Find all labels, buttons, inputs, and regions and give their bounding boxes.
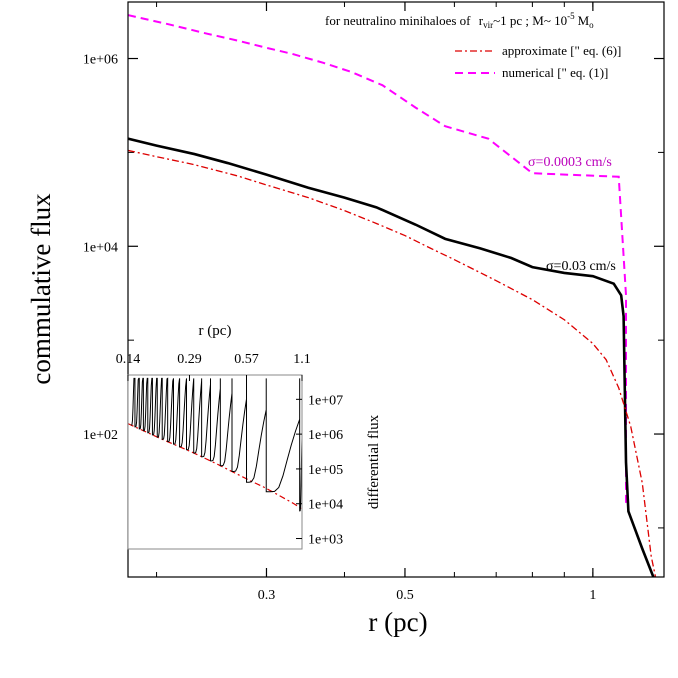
- inset-y-tick-label-4: 1e+07: [308, 393, 343, 408]
- main-axis-ticks: 0.3 0.5 1 1e+02 1e+04 1e+06: [83, 2, 664, 603]
- x-tick-label-2: 1: [589, 588, 596, 603]
- main-axes-frame: [127, 1, 665, 578]
- title-r: r: [479, 13, 484, 28]
- legend-label-numerical: numerical [" eq. (1)]: [502, 65, 608, 80]
- inset-y-tick-label-2: 1e+05: [308, 463, 343, 478]
- inset-x-tick-label-0: 0.14: [116, 352, 141, 367]
- title-mid: ~1 pc ; M~ 10: [493, 13, 567, 28]
- annotation-sigma-0.0003: σ=0.0003 cm/s: [528, 155, 612, 170]
- inset-x-tick-label-1: 0.29: [177, 352, 202, 367]
- x-tick-label-1: 0.5: [396, 588, 414, 603]
- inset-y-tick-label-0: 1e+03: [308, 533, 343, 548]
- series-line-0: [128, 14, 628, 504]
- inset-background: [128, 375, 302, 549]
- x-tick-label-0: 0.3: [258, 588, 276, 603]
- main-plot-area: [128, 14, 657, 577]
- inset-series-approximate: [128, 423, 302, 510]
- inset-y-tick-label-3: 1e+06: [308, 428, 343, 443]
- title-unit-sub: o: [589, 20, 594, 30]
- x-axis-label: r (pc): [368, 607, 427, 637]
- inset-series-numerical: [130, 377, 302, 512]
- title-prefix: for neutralino minihaloes of: [325, 13, 471, 28]
- inset-y-tick-label-1: 1e+04: [308, 498, 343, 513]
- y-tick-label-0: 1e+02: [83, 428, 118, 443]
- inset-x-axis-label: r (pc): [199, 323, 232, 339]
- chart-title: for neutralino minihaloes of rvir~1 pc ;…: [325, 11, 594, 30]
- legend: approximate [" eq. (6)] numerical [" eq.…: [455, 43, 621, 80]
- title-exp: -5: [567, 11, 575, 21]
- title-r-sub: vir: [483, 20, 493, 30]
- y-tick-label-2: 1e+06: [83, 53, 118, 68]
- inset-axis-ticks: 0.14 0.29 0.57 1.1 1e+03 1e+04 1e+05 1e+06 1e+07: [116, 352, 343, 548]
- y-axis-label: commulative flux: [26, 193, 56, 385]
- annotation-sigma-0.03: σ=0.03 cm/s: [546, 259, 616, 274]
- legend-label-approximate: approximate [" eq. (6)]: [502, 43, 621, 58]
- inset-frame: [127, 374, 303, 550]
- inset-y-axis-label: differential flux: [366, 414, 382, 509]
- y-tick-label-1: 1e+04: [83, 240, 118, 255]
- series-line-2: [128, 149, 657, 577]
- inset-plot-area: [128, 377, 302, 512]
- inset-x-tick-label-3: 1.1: [293, 352, 311, 367]
- inset-x-tick-label-2: 0.57: [234, 352, 259, 367]
- series-line-1: [128, 137, 655, 577]
- title-unit: M: [578, 13, 590, 28]
